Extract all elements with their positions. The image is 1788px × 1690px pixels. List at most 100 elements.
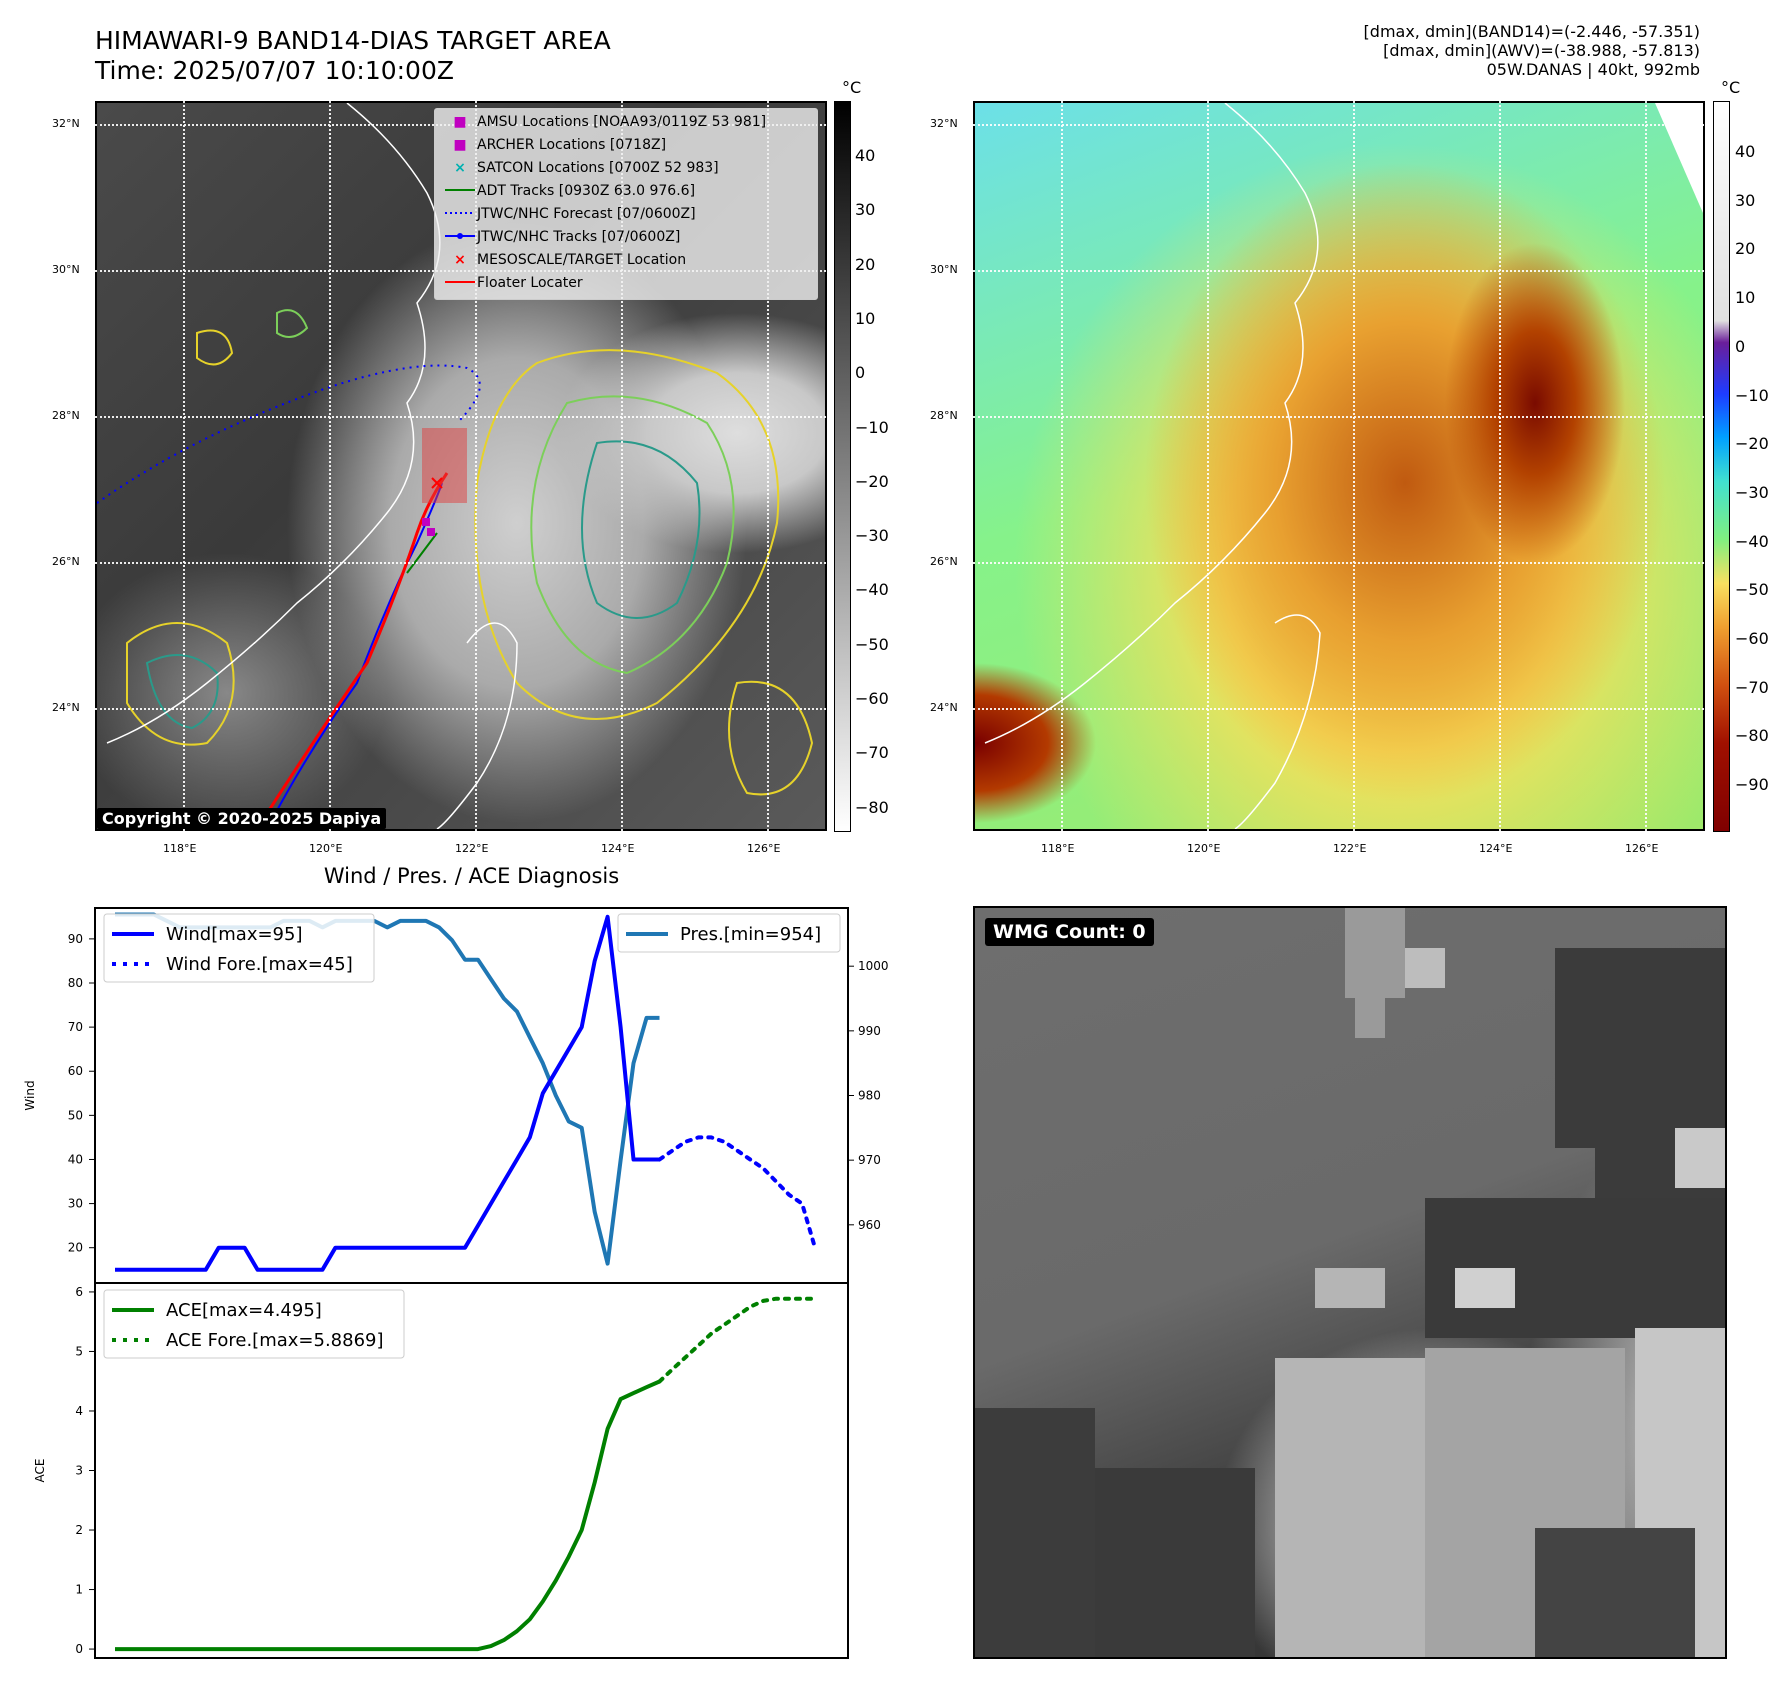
awv-lon-tick: 124°E xyxy=(1479,842,1513,855)
legend-entry: ADT Tracks [0930Z 63.0 976.6] xyxy=(443,181,695,201)
legend-entry: ■ ARCHER Locations [0718Z] xyxy=(443,135,666,155)
colorbar-tick-label: 40 xyxy=(855,146,876,165)
colorbar-tick-label: −30 xyxy=(1735,482,1769,502)
wind-axis-tick-label: 30 xyxy=(68,1197,83,1211)
colorbar-tick-label: −40 xyxy=(1735,531,1769,551)
stats-block: [dmax, dmin](BAND14)=(-2.446, -57.351) [… xyxy=(1364,22,1700,79)
pressure-axis-tick-label: 970 xyxy=(858,1153,881,1167)
stats-line-2: [dmax, dmin](AWV)=(-38.988, -57.813) xyxy=(1383,41,1700,60)
colorbar-tick-label: 30 xyxy=(855,200,876,220)
ace-forecast-series-line xyxy=(657,1296,817,1384)
awv-lon-tick: 122°E xyxy=(1333,842,1367,855)
main-title: HIMAWARI-9 BAND14-DIAS TARGET AREA Time:… xyxy=(95,26,611,86)
wmg-pixel-block xyxy=(1535,1528,1695,1657)
awv-gridline-lon-124 xyxy=(1499,101,1501,831)
ir-lon-tick: 118°E xyxy=(163,842,197,855)
awv-lat-tick: 26°N xyxy=(930,555,958,568)
colorbar-tick-label: 0 xyxy=(855,363,866,383)
pressure-axis-tick-label: 990 xyxy=(858,1024,881,1038)
awv-gridline-lon-118 xyxy=(1061,101,1063,831)
diagnosis-title: Wind / Pres. / ACE Diagnosis xyxy=(323,864,620,888)
stats-line-1: [dmax, dmin](BAND14)=(-2.446, -57.351) xyxy=(1363,22,1700,41)
awv-lat-tick: 32°N xyxy=(930,117,958,130)
wmg-pixel-block xyxy=(1555,948,1725,1148)
colorbar-tick-label: −80 xyxy=(855,797,889,817)
gridline-lon-118 xyxy=(183,101,185,831)
awv-lon-tick: 118°E xyxy=(1041,842,1075,855)
legend-entry: × MESOSCALE/TARGET Location xyxy=(443,250,686,270)
awv-lat-tick: 30°N xyxy=(930,263,958,276)
awv-map-overlay xyxy=(984,103,1703,829)
ir-lat-tick: 28°N xyxy=(52,409,80,422)
colorbar-tick-label: −60 xyxy=(1735,629,1769,648)
colorbar-tick-label: −10 xyxy=(1735,385,1769,405)
colorbar-tick-label: 10 xyxy=(1735,288,1756,308)
wind-axis-label: Wind xyxy=(23,1080,37,1110)
legend-label: ACE[max=4.495] xyxy=(166,1300,322,1321)
ir-lon-tick: 120°E xyxy=(309,842,343,855)
colorbar-tick-label: −40 xyxy=(855,580,889,600)
awv-lat-tick: 24°N xyxy=(930,701,958,714)
ir-colorbar-unit: °C xyxy=(842,78,862,97)
awv-lon-tick: 126°E xyxy=(1625,842,1659,855)
wmg-pixel-block xyxy=(1315,1268,1385,1308)
ace-axis-tick-label: 0 xyxy=(75,1642,83,1656)
title-line-2: Time: 2025/07/07 10:10:00Z xyxy=(95,56,454,85)
wind-axis-tick-label: 50 xyxy=(68,1108,83,1122)
ir-lon-tick: 126°E xyxy=(747,842,781,855)
pressure-axis-tick-label: 960 xyxy=(858,1218,881,1232)
legend-entry: Floater Locater xyxy=(443,273,583,293)
wind-forecast-series-line xyxy=(657,1135,817,1250)
colorbar-tick-label: −80 xyxy=(1735,726,1769,746)
ir-lon-tick: 122°E xyxy=(455,842,489,855)
diagnosis-chart: 20 30 40 50 60 70 80 90 960 970 980 990 1000 0 1 2 3 4 5 6 W… xyxy=(23,907,889,1659)
ir-lat-tick: 24°N xyxy=(52,701,80,714)
awv-colorbar-unit: °C xyxy=(1721,78,1741,97)
colorbar-tick-label: −70 xyxy=(855,743,889,763)
ir-map-legend: ■ AMSU Locations [NOAA93/0119Z 53 981] ■ A… xyxy=(434,108,818,300)
wind-axis-tick-label: 20 xyxy=(68,1241,83,1255)
colorbar-tick-label: −50 xyxy=(1735,580,1769,600)
ace-axis-tick-label: 3 xyxy=(75,1464,83,1478)
colorbar-tick-label: −90 xyxy=(1735,775,1769,795)
colorbar-tick-label: −60 xyxy=(855,689,889,708)
wind-axis-tick-label: 80 xyxy=(68,976,83,990)
wmg-pixel-block xyxy=(1405,948,1445,988)
gridline-lon-124 xyxy=(621,101,623,831)
ace-axis-label: ACE xyxy=(33,1459,47,1483)
wmg-pixel-block xyxy=(1095,1468,1255,1657)
ace-axis-tick-label: 4 xyxy=(75,1404,83,1418)
green-line-icon xyxy=(443,181,477,201)
wind-axis-tick-label: 70 xyxy=(68,1020,83,1034)
ace-legend xyxy=(103,1289,405,1359)
stats-line-3: 05W.DANAS | 40kt, 992mb xyxy=(1486,60,1700,79)
wind-series-line xyxy=(115,914,660,1272)
colorbar-tick-label: −20 xyxy=(1735,434,1769,454)
wind-axis-tick-label: 40 xyxy=(68,1152,83,1166)
legend-entry: × SATCON Locations [0700Z 52 983] xyxy=(443,158,719,178)
ace-axis-tick-label: 1 xyxy=(75,1583,83,1597)
legend-label: Wind Fore.[max=45] xyxy=(166,954,353,975)
awv-gridline-lat-30 xyxy=(973,270,1704,272)
ace-axis-tick-label: 5 xyxy=(75,1344,83,1358)
legend-label: ACE Fore.[max=5.8869] xyxy=(166,1330,384,1351)
ir-lat-tick: 32°N xyxy=(52,117,80,130)
wmg-pixel-block xyxy=(1675,1128,1725,1188)
wmg-panel xyxy=(973,906,1727,1659)
ir-lat-tick: 30°N xyxy=(52,263,80,276)
ir-colorbar xyxy=(834,101,851,832)
ir-lon-tick: 124°E xyxy=(601,842,635,855)
awv-colorbar xyxy=(1713,101,1730,832)
awv-lat-tick: 28°N xyxy=(930,409,958,422)
gridline-lon-120 xyxy=(329,101,331,831)
pressure-legend xyxy=(617,913,841,953)
colorbar-tick-label: 30 xyxy=(1735,190,1756,210)
wind-legend xyxy=(103,913,375,983)
ir-lat-tick: 26°N xyxy=(52,555,80,568)
wind-axis-tick-label: 60 xyxy=(68,1064,83,1078)
pressure-axis-tick-label: 980 xyxy=(858,1089,881,1103)
legend-label: Pres.[min=954] xyxy=(680,924,821,945)
legend-entry: ■ AMSU Locations [NOAA93/0119Z 53 981] xyxy=(443,112,766,132)
gridline-lat-28 xyxy=(95,416,826,418)
x-marker-icon: × xyxy=(454,160,466,176)
